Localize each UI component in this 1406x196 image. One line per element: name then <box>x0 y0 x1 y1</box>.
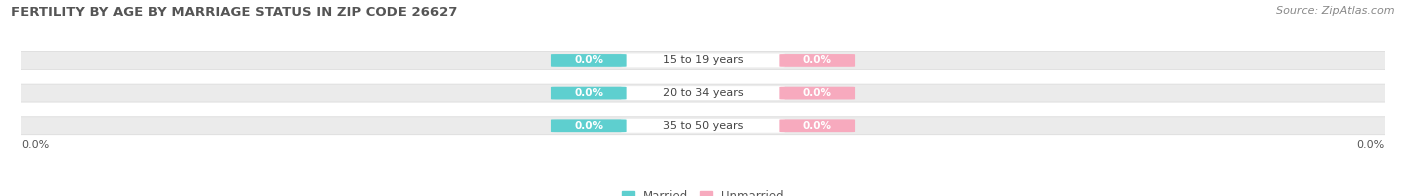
FancyBboxPatch shape <box>779 119 855 132</box>
FancyBboxPatch shape <box>11 51 1395 69</box>
FancyBboxPatch shape <box>551 119 627 132</box>
Text: 35 to 50 years: 35 to 50 years <box>662 121 744 131</box>
Text: 20 to 34 years: 20 to 34 years <box>662 88 744 98</box>
Text: 0.0%: 0.0% <box>574 88 603 98</box>
FancyBboxPatch shape <box>551 87 627 100</box>
FancyBboxPatch shape <box>11 84 1395 102</box>
FancyBboxPatch shape <box>11 117 1395 135</box>
FancyBboxPatch shape <box>621 119 785 133</box>
Text: 0.0%: 0.0% <box>803 121 832 131</box>
Text: 0.0%: 0.0% <box>21 140 49 150</box>
FancyBboxPatch shape <box>779 54 855 67</box>
Text: 0.0%: 0.0% <box>574 55 603 65</box>
Text: 15 to 19 years: 15 to 19 years <box>662 55 744 65</box>
Text: 0.0%: 0.0% <box>574 121 603 131</box>
Text: Source: ZipAtlas.com: Source: ZipAtlas.com <box>1277 6 1395 16</box>
Legend: Married, Unmarried: Married, Unmarried <box>617 185 789 196</box>
Text: 0.0%: 0.0% <box>1357 140 1385 150</box>
Text: 0.0%: 0.0% <box>803 88 832 98</box>
Text: 0.0%: 0.0% <box>803 55 832 65</box>
FancyBboxPatch shape <box>621 86 785 100</box>
Text: FERTILITY BY AGE BY MARRIAGE STATUS IN ZIP CODE 26627: FERTILITY BY AGE BY MARRIAGE STATUS IN Z… <box>11 6 457 19</box>
FancyBboxPatch shape <box>779 87 855 100</box>
FancyBboxPatch shape <box>551 54 627 67</box>
FancyBboxPatch shape <box>621 54 785 67</box>
